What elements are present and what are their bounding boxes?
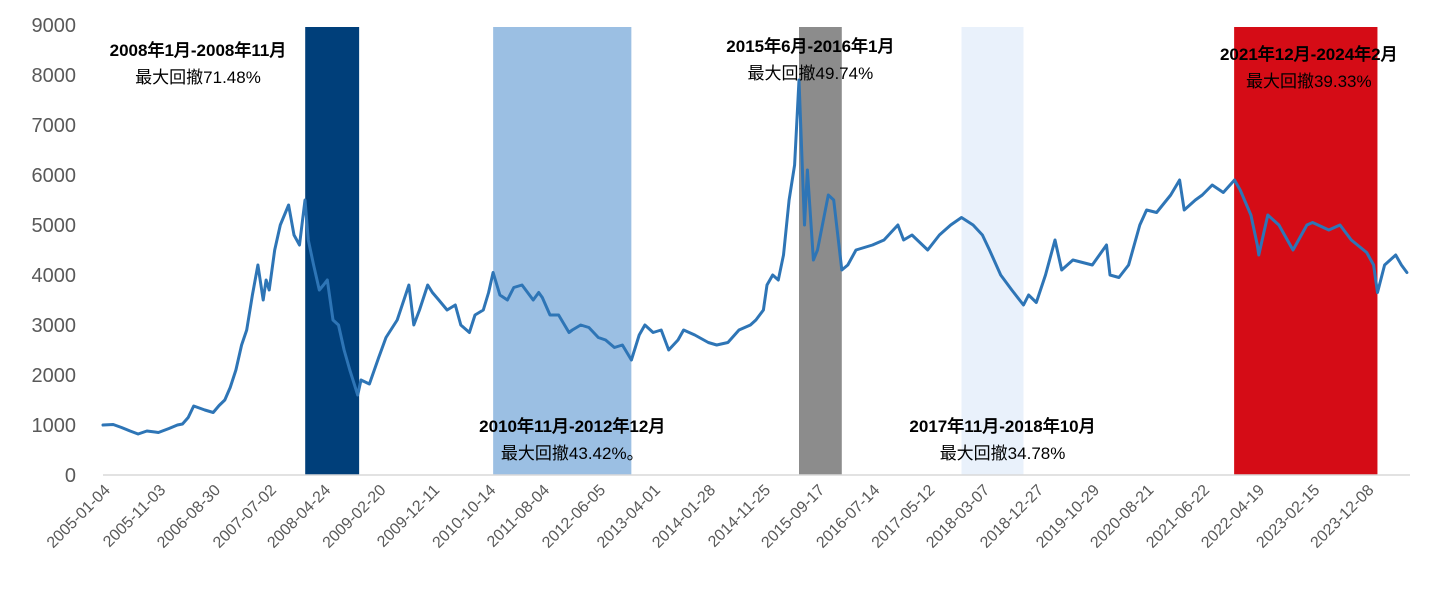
y-tick-label: 9000 bbox=[32, 15, 77, 37]
y-tick-label: 8000 bbox=[32, 65, 77, 87]
y-tick-label: 5000 bbox=[32, 215, 77, 237]
y-tick-label: 4000 bbox=[32, 265, 77, 287]
period-label: 2017年11月-2018年10月 bbox=[909, 416, 1095, 436]
drawdown-label: 最大回撤71.48% bbox=[135, 68, 261, 87]
shaded-periods bbox=[305, 27, 1378, 475]
drawdown-label: 最大回撤34.78% bbox=[940, 444, 1066, 463]
y-tick-label: 6000 bbox=[32, 165, 77, 187]
drawdown-label: 最大回撤49.74% bbox=[748, 64, 874, 83]
shaded-period-band bbox=[305, 27, 360, 475]
shaded-period-band bbox=[493, 27, 632, 475]
period-label: 2021年12月-2024年2月 bbox=[1220, 44, 1398, 64]
y-tick-label: 3000 bbox=[32, 315, 77, 337]
y-tick-label: 7000 bbox=[32, 115, 77, 137]
series-line bbox=[101, 78, 1409, 436]
period-label: 2010年11月-2012年12月 bbox=[479, 416, 665, 436]
y-tick-label: 1000 bbox=[32, 415, 77, 437]
drawdown-label: 最大回撤43.42%。 bbox=[501, 444, 644, 463]
period-label: 2008年1月-2008年11月 bbox=[110, 40, 287, 60]
period-label: 2015年6月-2016年1月 bbox=[726, 36, 894, 56]
shaded-period-band bbox=[1234, 27, 1378, 475]
drawdown-label: 最大回撤39.33% bbox=[1246, 72, 1372, 91]
y-axis: 0 1000 2000 3000 4000 5000 6000 7000 8000 9000 bbox=[32, 15, 77, 487]
shaded-period-band bbox=[961, 27, 1024, 475]
x-axis: 2005-01-042005-11-032006-08-302007-07-02… bbox=[44, 482, 1378, 552]
y-tick-label: 2000 bbox=[32, 365, 77, 387]
y-tick-label: 0 bbox=[65, 465, 76, 487]
shaded-period-band bbox=[799, 27, 842, 475]
